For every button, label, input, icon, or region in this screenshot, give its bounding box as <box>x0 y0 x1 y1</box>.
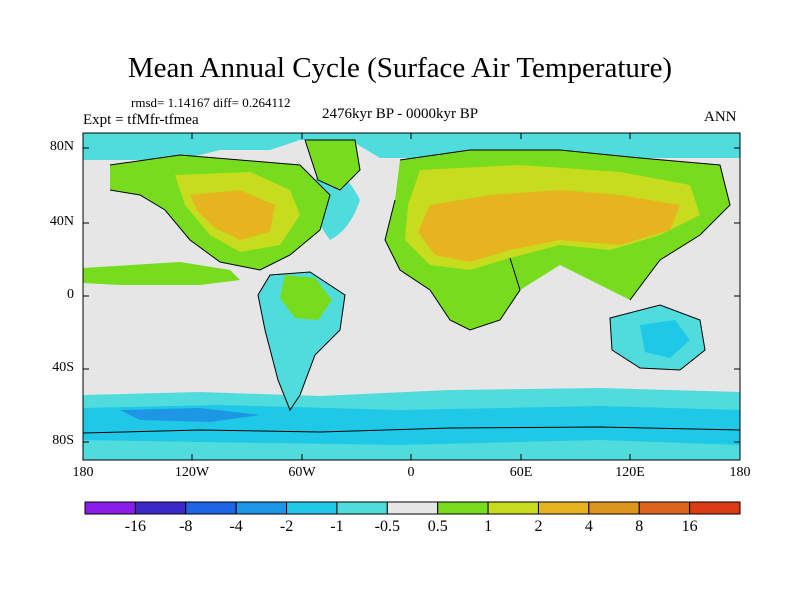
greenland-land <box>305 140 360 190</box>
south-america-warm <box>280 275 332 320</box>
colorbar-label-3: -2 <box>279 518 294 535</box>
lon-label-6: 180 <box>729 465 751 480</box>
colorbar-swatch <box>235 501 288 515</box>
colorbar-swatch <box>134 501 187 515</box>
lat-label-1: 40N <box>49 214 74 229</box>
page-title: Mean Annual Cycle (Surface Air Temperatu… <box>127 52 673 84</box>
colorbar-swatch <box>185 501 237 515</box>
lon-label-2: 60W <box>288 465 316 480</box>
colorbar-label-11: 16 <box>681 518 698 535</box>
colorbar-label-2: -4 <box>229 518 243 535</box>
colorbar-label-8: 2 <box>534 518 543 535</box>
colorbar-swatch <box>336 501 388 515</box>
colorbar-swatch <box>386 501 439 515</box>
lat-label-4: 80S <box>52 433 74 448</box>
experiment-label: Expt = tfMfr-tfmea <box>83 112 199 128</box>
lon-label-3: 0 <box>407 465 415 480</box>
arctic-ocean-region <box>83 133 740 160</box>
coastlines <box>82 139 741 434</box>
colorbar-swatch <box>487 501 539 515</box>
lon-label-1: 120W <box>174 465 210 480</box>
colorbar-label-6: 0.5 <box>427 518 448 535</box>
colorbar <box>84 501 741 515</box>
axis-ticks <box>82 133 741 460</box>
stats-text: rmsd= 1.14167 diff= 0.264112 <box>131 95 291 110</box>
season-label: ANN <box>704 109 737 125</box>
colorbar-swatch <box>588 501 640 515</box>
colorbar-swatch <box>537 501 590 515</box>
antarctic-cold-pocket <box>120 408 260 422</box>
lat-label-3: 40S <box>52 360 74 375</box>
lon-label-5: 120E <box>615 465 645 480</box>
lon-label-0: 180 <box>72 465 94 480</box>
lat-label-2: 0 <box>67 287 74 302</box>
colorbar-label-7: 1 <box>484 518 493 535</box>
colorbar-swatch <box>84 501 136 515</box>
period-label: 2476kyr BP - 0000kyr BP <box>322 106 479 122</box>
colorbar-swatch <box>286 501 338 515</box>
colorbar-label-1: -8 <box>179 518 193 535</box>
colorbar-label-9: 4 <box>584 518 593 535</box>
map-plot-area <box>82 132 741 461</box>
tropical-pacific-region <box>83 262 240 285</box>
australia-cool <box>640 320 690 358</box>
colorbar-label-10: 8 <box>635 518 644 535</box>
eurasia-hot <box>418 190 680 262</box>
colorbar-label-5: -0.5 <box>374 518 400 535</box>
colorbar-swatch <box>689 501 741 515</box>
colorbar-swatch <box>638 501 691 515</box>
lon-label-4: 60E <box>509 465 533 480</box>
colorbar-swatch <box>437 501 489 515</box>
colorbar-label-0: -16 <box>124 518 147 535</box>
north-america-hot <box>190 190 275 240</box>
colorbar-label-4: -1 <box>330 518 344 535</box>
lat-label-0: 80N <box>49 139 74 154</box>
